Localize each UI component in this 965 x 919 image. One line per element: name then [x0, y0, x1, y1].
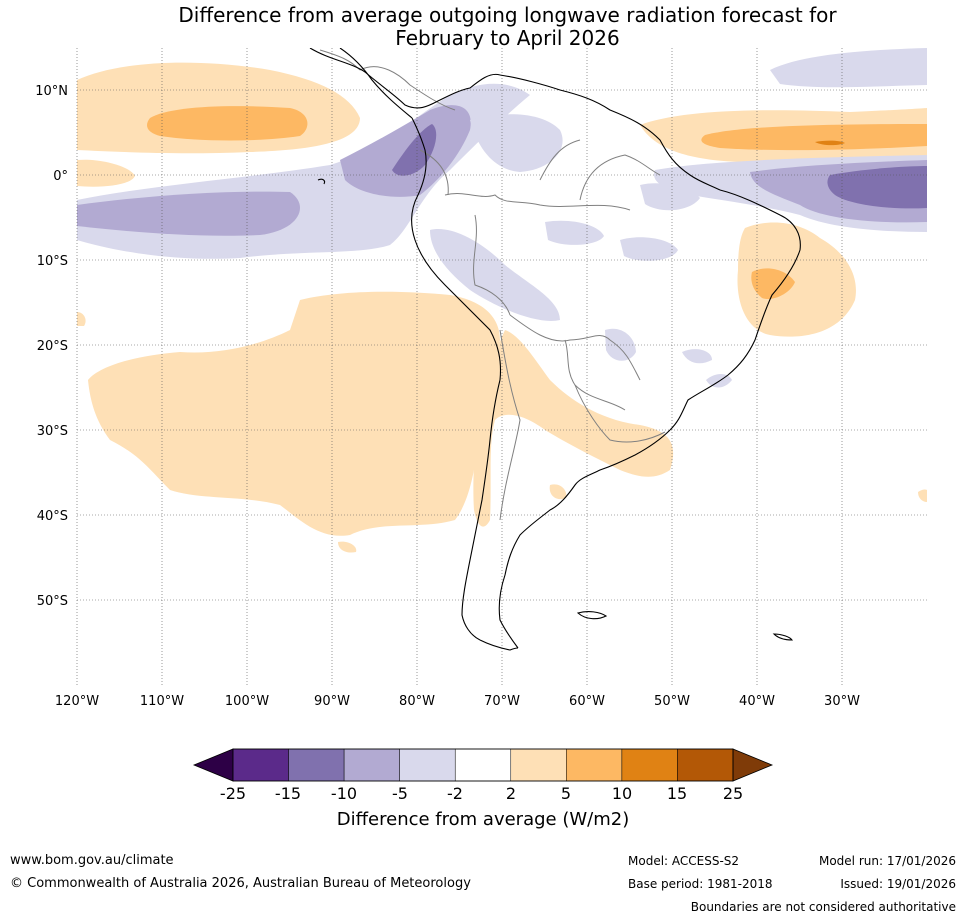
colorbar-tick-label: 2	[506, 784, 516, 803]
colorbar-tick-label: 5	[561, 784, 571, 803]
footer-website: www.bom.gov.au/climate	[10, 853, 174, 868]
colorbar-high-extend	[732, 748, 774, 782]
anomaly-region-neg-5-10	[77, 191, 300, 236]
footer-issued: Issued: 19/01/2026	[840, 877, 956, 891]
lon-label: 100°W	[225, 694, 269, 709]
lat-label: 40°S	[37, 509, 68, 524]
anomaly-region-pos-10-15	[815, 140, 845, 146]
colorbar-segment	[510, 748, 567, 782]
lon-label: 50°W	[654, 694, 690, 709]
anomaly-region-pos-2-5	[338, 541, 357, 553]
anomaly-region-pos-2-5	[77, 159, 135, 187]
footer-model-run: Model run: 17/01/2026	[818, 854, 956, 868]
footer-disclaimer: Boundaries are not considered authoritat…	[690, 900, 956, 914]
map-title: Difference from average outgoing longwav…	[0, 4, 965, 50]
anomaly-region-neg-2-5	[430, 229, 560, 321]
lon-label: 70°W	[484, 694, 520, 709]
anomaly-region-pos-5-10	[751, 268, 795, 300]
lon-label: 40°W	[739, 694, 775, 709]
latitude-labels: 10°N 0° 10°S 20°S 30°S 40°S 50°S	[35, 84, 68, 609]
anomaly-fields	[77, 48, 927, 553]
graticule	[76, 48, 927, 685]
lon-label: 30°W	[824, 694, 860, 709]
anomaly-region-neg-2-5	[545, 220, 604, 245]
colorbar-segments	[232, 748, 734, 782]
colorbar-tick-label: -5	[392, 784, 408, 803]
lon-label: 60°W	[569, 694, 605, 709]
lat-label: 10°N	[35, 84, 68, 99]
anomaly-region-neg-10-15	[827, 166, 927, 209]
anomaly-region-pos-2-5	[549, 484, 567, 500]
colorbar-tick-label: 25	[723, 784, 743, 803]
colorbar-outline	[232, 748, 734, 782]
lon-label: 80°W	[399, 694, 435, 709]
lon-label: 110°W	[140, 694, 184, 709]
colorbar-segment	[343, 748, 400, 782]
lat-label: 10°S	[37, 254, 68, 269]
footer-base-period: Base period: 1981-2018	[628, 877, 773, 891]
colorbar-segment	[399, 748, 456, 782]
anomaly-region-neg-2-5	[470, 114, 563, 172]
longitude-labels: 120°W 110°W 100°W 90°W 80°W 70°W 60°W 50…	[55, 694, 860, 709]
colorbar-tick-label: -25	[220, 784, 246, 803]
map-title-line2: February to April 2026	[395, 26, 620, 50]
country-borders	[319, 49, 666, 521]
anomaly-region-pos-2-5	[737, 222, 856, 337]
anomaly-region-pos-2-5	[88, 291, 500, 536]
anomaly-region-pos-2-5	[473, 330, 674, 527]
map-title-line1: Difference from average outgoing longwav…	[178, 3, 837, 27]
colorbar-segment	[288, 748, 345, 782]
colorbar-tick-label: -2	[447, 784, 463, 803]
colorbar: -25 -15 -10 -5 -2 2 5 10 15 25 Differenc…	[192, 748, 774, 830]
colorbar-low-extend	[192, 748, 234, 782]
lat-label: 50°S	[37, 594, 68, 609]
colorbar-segment	[232, 748, 289, 782]
anomaly-region-neg-2-5	[620, 237, 678, 261]
footer-model: Model: ACCESS-S2	[628, 854, 740, 868]
lat-label: 0°	[53, 169, 68, 184]
colorbar-segment	[566, 748, 623, 782]
colorbar-tick-label: -10	[331, 784, 357, 803]
lon-label: 120°W	[55, 694, 99, 709]
colorbar-tick-label: -15	[275, 784, 301, 803]
colorbar-tick-label: 10	[612, 784, 632, 803]
colorbar-segment	[621, 748, 678, 782]
lat-label: 30°S	[37, 424, 68, 439]
anomaly-region-neg-10-15	[392, 124, 437, 176]
anomaly-region-pos-2-5	[918, 489, 927, 502]
lat-label: 20°S	[37, 339, 68, 354]
colorbar-tick-label: 15	[667, 784, 687, 803]
anomaly-region-neg-2-5	[682, 349, 712, 364]
anomaly-region-neg-2-5	[770, 48, 927, 88]
coastline	[309, 48, 801, 651]
footer-copyright: © Commonwealth of Australia 2026, Austra…	[10, 876, 471, 891]
lon-label: 90°W	[314, 694, 350, 709]
anomaly-region-pos-2-5	[77, 312, 86, 326]
colorbar-segment	[677, 748, 734, 782]
colorbar-segment	[454, 748, 512, 782]
colorbar-label: Difference from average (W/m2)	[337, 809, 629, 830]
anomaly-region-pos-5-10	[701, 124, 927, 151]
anomaly-region-pos-5-10	[147, 106, 308, 141]
